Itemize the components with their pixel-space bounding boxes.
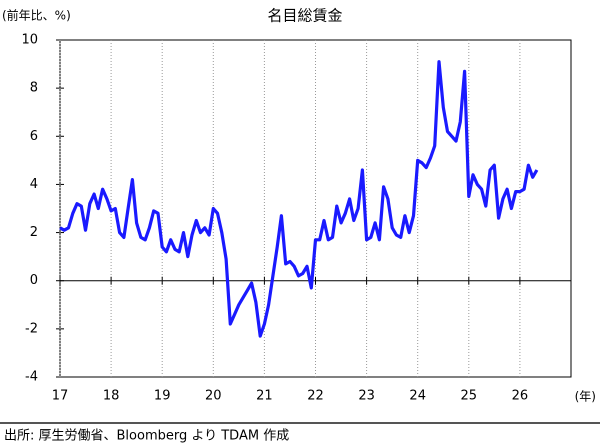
y-tick-label: 0	[30, 273, 38, 288]
x-tick-label: 21	[256, 389, 273, 404]
x-tick-label: 17	[52, 389, 69, 404]
y-tick-label: -4	[25, 370, 38, 385]
x-tick-label: 26	[512, 389, 529, 404]
x-tick-label: 22	[307, 389, 324, 404]
y-tick-label: 8	[30, 81, 38, 96]
source-note: 出所: 厚生労働省、Bloomberg より TDAM 作成	[4, 429, 289, 444]
y-tick-label: 4	[30, 177, 38, 192]
y-tick-label: 10	[21, 33, 38, 48]
y-tick-label: -2	[25, 321, 38, 336]
y-tick-label: 6	[30, 129, 38, 144]
y-axis-label: (前年比、%)	[2, 8, 71, 23]
x-tick-label: 25	[461, 389, 478, 404]
y-tick-label: 2	[30, 225, 38, 240]
x-tick-label: 24	[409, 389, 426, 404]
data-line	[59, 60, 539, 338]
x-tick-label: 19	[154, 389, 171, 404]
x-axis-label: (年)	[575, 390, 596, 404]
chart-title: 名目総賃金	[267, 7, 342, 25]
x-tick-label: 20	[205, 389, 222, 404]
x-tick-label: 23	[358, 389, 375, 404]
x-tick-label: 18	[103, 389, 120, 404]
